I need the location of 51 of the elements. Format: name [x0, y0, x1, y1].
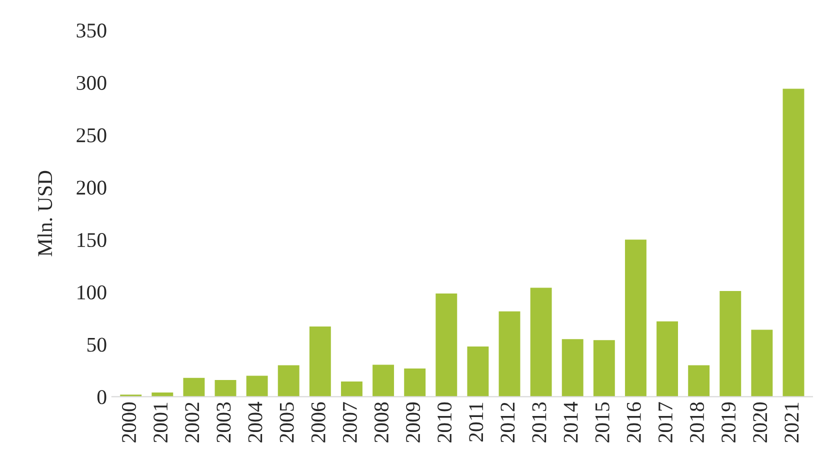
y-tick-label: 250 [76, 128, 106, 142]
x-tick-label: 2012 [500, 402, 515, 442]
bar [183, 378, 205, 397]
x-tick-label: 2001 [154, 402, 168, 442]
bar [782, 88, 804, 397]
bar [404, 368, 426, 397]
x-tick-label: 2016 [626, 402, 641, 442]
bar [278, 365, 300, 397]
y-axis-title: Mln. USD [37, 170, 52, 256]
y-tick-label: 150 [78, 232, 106, 248]
bar [309, 326, 331, 397]
bar [436, 294, 458, 397]
bar [624, 240, 646, 397]
x-tick-label: 2003 [216, 402, 231, 442]
x-tick-label: 2017 [658, 402, 672, 442]
x-tick-label: 2010 [438, 402, 452, 442]
y-tick-label: 50 [87, 338, 106, 352]
x-tick-label: 2009 [406, 402, 420, 442]
x-tick-label: 2005 [280, 402, 294, 442]
x-tick-label: 2008 [374, 402, 388, 442]
x-tick-label: 2011 [469, 402, 484, 442]
x-tick-label: 2004 [248, 402, 262, 442]
x-tick-label: 2013 [532, 402, 546, 442]
bar [720, 290, 742, 397]
y-tick-label: 350 [76, 24, 106, 38]
x-tick-label: 2015 [595, 402, 610, 442]
bar [246, 376, 268, 397]
y-tick-label: 200 [76, 180, 106, 195]
bar [467, 346, 489, 397]
bar [530, 288, 552, 397]
x-tick-label: 2020 [753, 402, 768, 442]
bar [372, 364, 394, 397]
x-tick-label: 2014 [564, 402, 578, 442]
x-tick-label: 2002 [185, 402, 200, 442]
bar [214, 380, 236, 397]
bar [593, 340, 615, 397]
x-tick-label: 2018 [690, 402, 704, 442]
x-tick-label: 2000 [122, 402, 136, 442]
x-tick-label: 2006 [311, 402, 326, 442]
y-tick-label: 300 [76, 76, 106, 90]
bar [562, 339, 584, 397]
bar [688, 365, 710, 397]
x-tick-label: 2021 [784, 402, 799, 442]
y-tick-label: 0 [97, 390, 106, 404]
bar [341, 382, 362, 397]
x-tick-label: 2019 [722, 402, 736, 442]
y-tick-label: 100 [78, 285, 106, 300]
x-tick-label: 2007 [342, 402, 357, 442]
bar [498, 311, 520, 397]
bar [656, 321, 678, 397]
bar [751, 330, 773, 397]
